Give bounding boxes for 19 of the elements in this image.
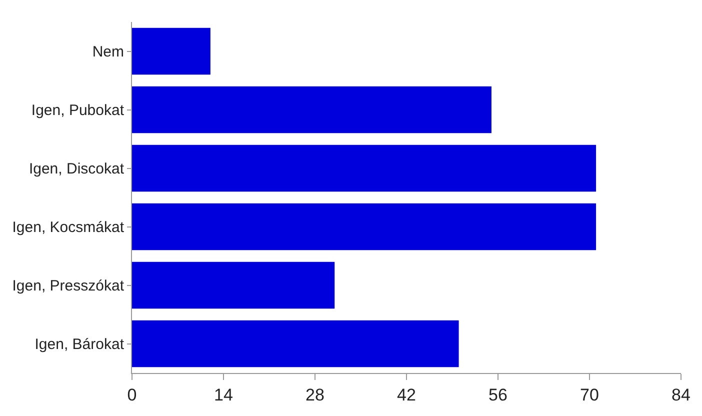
- x-tick-label: 84: [672, 385, 690, 404]
- bar: [132, 86, 492, 134]
- y-tick-label: Nem: [92, 44, 124, 60]
- y-tick-label: Igen, Presszókat: [12, 278, 125, 294]
- x-tick-label: 70: [580, 385, 599, 404]
- x-tick-label: 56: [488, 385, 508, 404]
- bar: [132, 28, 210, 75]
- x-tick-label: 42: [397, 385, 416, 404]
- y-tick-label: Igen, Pubokat: [31, 102, 125, 119]
- y-tick-label: Igen, Bárokat: [34, 336, 125, 353]
- x-tick-label: 28: [306, 385, 324, 404]
- bar: [132, 144, 596, 192]
- bar: [132, 320, 459, 368]
- bar: [132, 203, 596, 250]
- y-tick-label: Igen, Kocsmákat: [12, 219, 125, 236]
- bar: [132, 262, 335, 309]
- x-tick-label: 14: [214, 385, 233, 404]
- y-tick-label: Igen, Discokat: [28, 160, 125, 178]
- x-tick-label: 0: [127, 385, 137, 404]
